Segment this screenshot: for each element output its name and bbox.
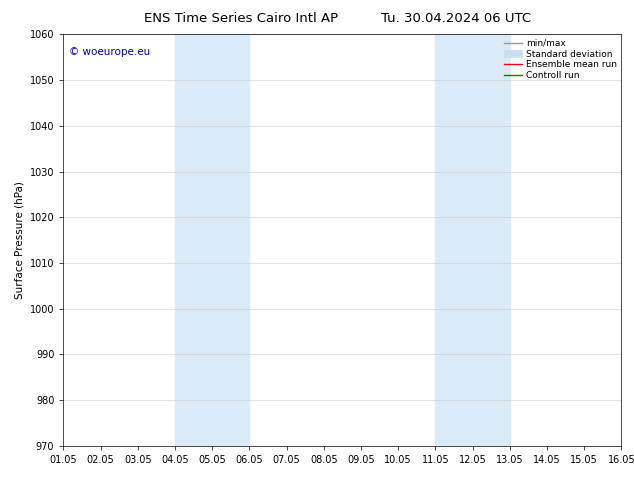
Y-axis label: Surface Pressure (hPa): Surface Pressure (hPa) [14, 181, 24, 299]
Text: Tu. 30.04.2024 06 UTC: Tu. 30.04.2024 06 UTC [382, 12, 531, 25]
Bar [436, 34, 510, 446]
Text: ENS Time Series Cairo Intl AP: ENS Time Series Cairo Intl AP [144, 12, 338, 25]
Text: © woeurope.eu: © woeurope.eu [69, 47, 150, 57]
Bar [175, 34, 249, 446]
Legend: min/max, Standard deviation, Ensemble mean run, Controll run: min/max, Standard deviation, Ensemble me… [502, 37, 619, 82]
